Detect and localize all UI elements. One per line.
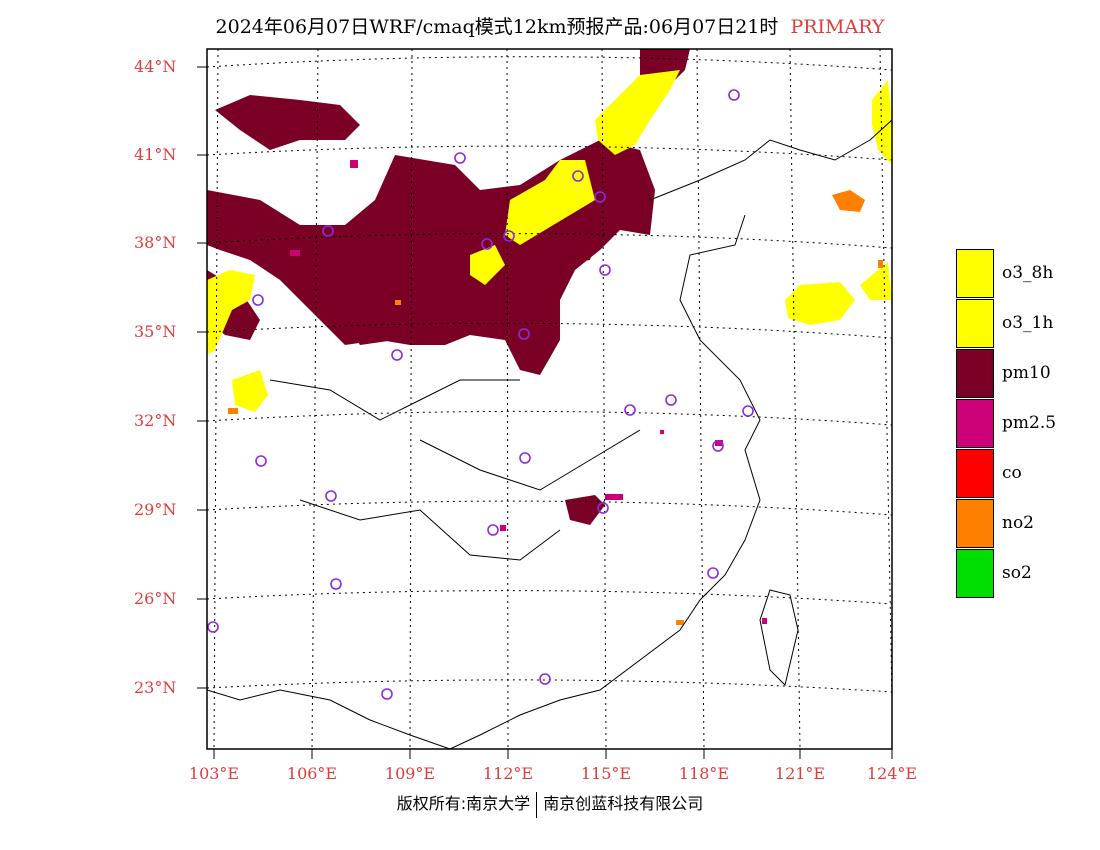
- map-title: 2024年06月07日WRF/cmaq模式12km预报产品:06月07日21时 P…: [0, 12, 1100, 39]
- lon-label-103: 103°E: [188, 764, 240, 783]
- legend-item-so2: so2: [956, 549, 1096, 599]
- lat-label-44: 44°N: [134, 57, 177, 76]
- lat-label-35: 35°N: [134, 322, 177, 341]
- pm25-specks: [290, 160, 767, 624]
- lat-label-26: 26°N: [134, 589, 177, 608]
- copyright-footer: 版权所有:南京大学 南京创蓝科技有限公司: [0, 790, 1100, 818]
- legend: o3_8h o3_1h pm10 pm2.5 co no2 so2: [956, 249, 1096, 599]
- no2-specks: [228, 190, 883, 625]
- lon-label-112: 112°E: [482, 764, 534, 783]
- legend-label: pm2.5: [1002, 413, 1057, 433]
- legend-label: no2: [1002, 513, 1034, 533]
- legend-swatch: [956, 249, 994, 298]
- legend-swatch: [956, 399, 994, 448]
- footer-right: 南京创蓝科技有限公司: [543, 794, 704, 813]
- footer-separator: [536, 791, 538, 818]
- legend-swatch: [956, 449, 994, 498]
- legend-label: co: [1002, 463, 1022, 483]
- lat-label-29: 29°N: [134, 500, 177, 519]
- legend-label: o3_1h: [1002, 313, 1054, 333]
- legend-swatch: [956, 299, 994, 348]
- lat-label-32: 32°N: [134, 411, 177, 430]
- lon-label-109: 109°E: [384, 764, 436, 783]
- legend-swatch: [956, 549, 994, 598]
- legend-item-o3-1h: o3_1h: [956, 299, 1096, 349]
- boundaries: [207, 119, 892, 749]
- lon-label-124: 124°E: [866, 764, 918, 783]
- lon-label-118: 118°E: [678, 764, 730, 783]
- title-text: 2024年06月07日WRF/cmaq模式12km预报产品:06月07日21时: [215, 16, 779, 38]
- lon-label-115: 115°E: [580, 764, 632, 783]
- lat-label-38: 38°N: [134, 233, 177, 252]
- lon-label-121: 121°E: [774, 764, 826, 783]
- footer-left: 版权所有:南京大学: [396, 794, 531, 813]
- graticule: [207, 49, 892, 749]
- legend-label: pm10: [1002, 363, 1051, 383]
- legend-swatch: [956, 349, 994, 398]
- legend-item-co: co: [956, 449, 1096, 499]
- map-frame: [206, 48, 893, 750]
- legend-item-no2: no2: [956, 499, 1096, 549]
- station-markers: [207, 89, 754, 700]
- legend-label: o3_8h: [1002, 263, 1054, 283]
- legend-label: so2: [1002, 563, 1032, 583]
- lat-label-41: 41°N: [134, 145, 177, 164]
- title-tag: PRIMARY: [790, 16, 885, 38]
- lon-label-106: 106°E: [286, 764, 338, 783]
- legend-item-pm10: pm10: [956, 349, 1096, 399]
- lat-label-23: 23°N: [134, 678, 177, 697]
- legend-item-pm25: pm2.5: [956, 399, 1096, 449]
- axis-ticks: [197, 66, 893, 759]
- legend-swatch: [956, 499, 994, 548]
- legend-item-o3-8h: o3_8h: [956, 249, 1096, 299]
